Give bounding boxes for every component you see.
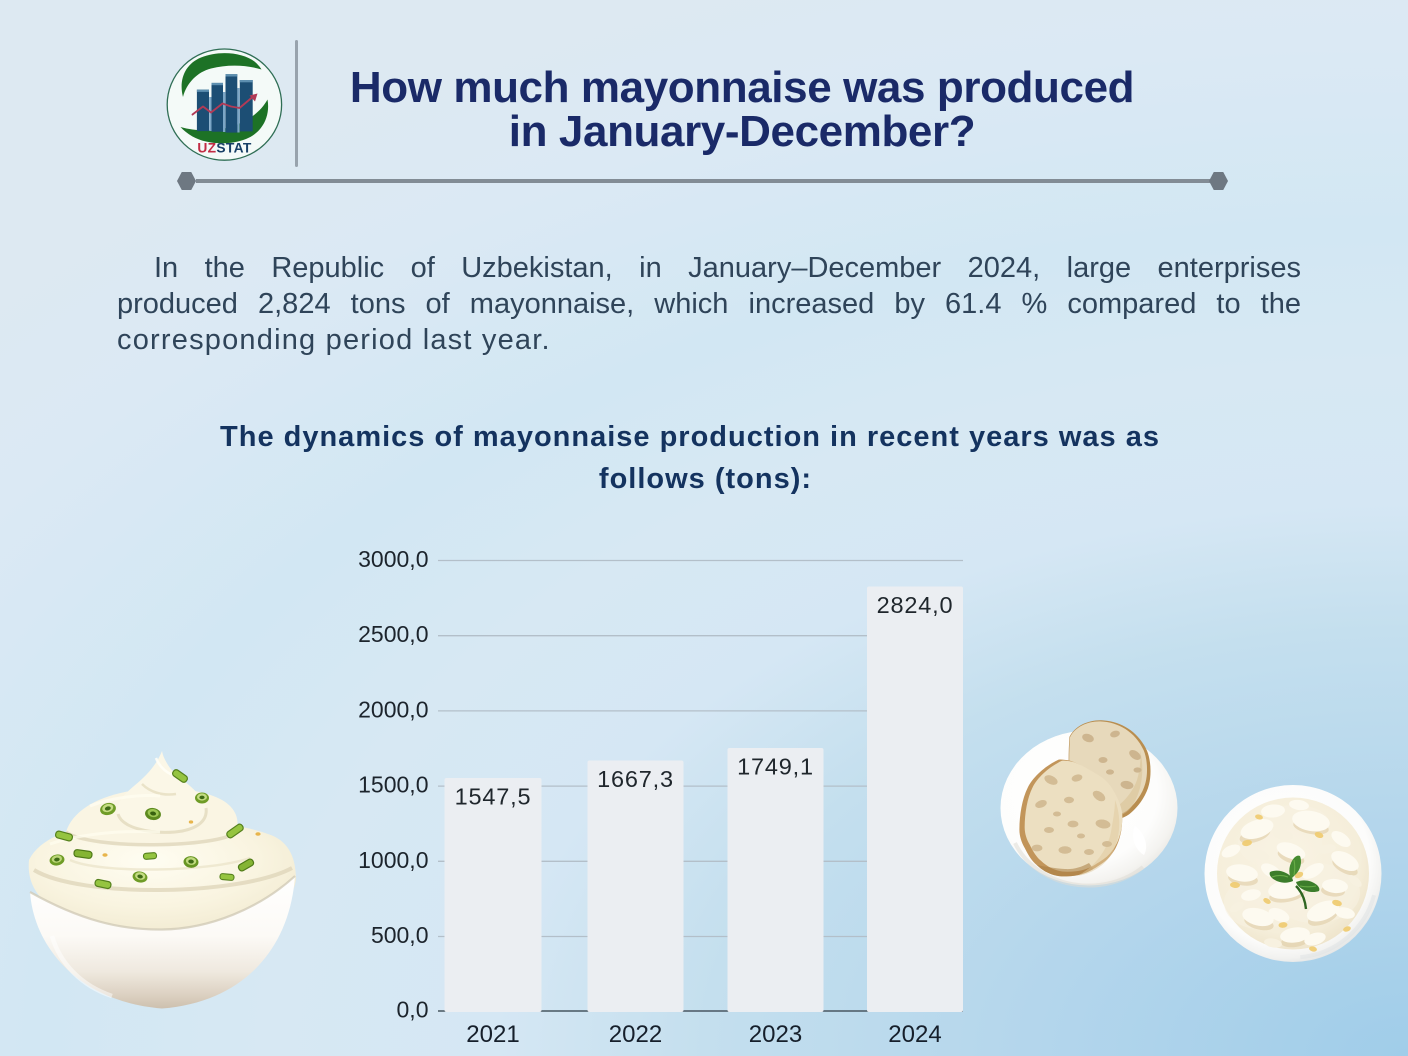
svg-text:0,0: 0,0 bbox=[397, 997, 429, 1023]
svg-text:2021: 2021 bbox=[466, 1021, 519, 1048]
svg-text:1000,0: 1000,0 bbox=[358, 847, 428, 873]
svg-text:2023: 2023 bbox=[749, 1021, 802, 1048]
svg-text:1547,5: 1547,5 bbox=[455, 784, 532, 810]
svg-text:2824,0: 2824,0 bbox=[877, 592, 954, 618]
svg-text:500,0: 500,0 bbox=[371, 922, 429, 948]
svg-text:2000,0: 2000,0 bbox=[358, 696, 428, 722]
svg-text:2024: 2024 bbox=[888, 1021, 941, 1048]
svg-text:2500,0: 2500,0 bbox=[358, 621, 428, 647]
svg-text:1667,3: 1667,3 bbox=[597, 766, 674, 792]
svg-text:UZSTAT: UZSTAT bbox=[197, 141, 251, 156]
svg-text:3000,0: 3000,0 bbox=[358, 546, 428, 572]
svg-text:1500,0: 1500,0 bbox=[358, 772, 428, 798]
svg-text:2022: 2022 bbox=[609, 1021, 662, 1048]
svg-text:1749,1: 1749,1 bbox=[737, 754, 814, 780]
